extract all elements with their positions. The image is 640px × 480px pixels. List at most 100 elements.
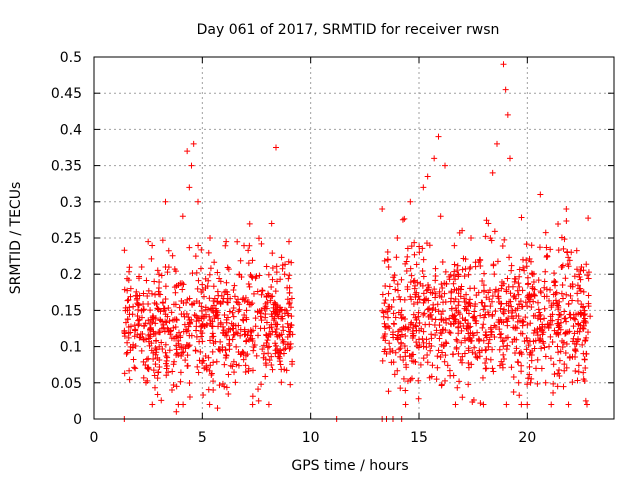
data-point bbox=[572, 348, 579, 355]
data-point bbox=[501, 306, 508, 313]
data-point bbox=[165, 247, 172, 254]
data-point bbox=[453, 336, 460, 343]
x-tick-label: 15 bbox=[410, 430, 428, 446]
data-point bbox=[525, 375, 532, 382]
data-point bbox=[580, 303, 587, 310]
data-point bbox=[256, 272, 263, 279]
data-point bbox=[553, 289, 560, 296]
data-point bbox=[412, 322, 419, 329]
data-point bbox=[392, 286, 399, 293]
data-point bbox=[550, 291, 557, 298]
data-point bbox=[537, 288, 544, 295]
data-point bbox=[266, 357, 273, 364]
data-point bbox=[242, 362, 249, 369]
data-point bbox=[410, 278, 417, 285]
data-point bbox=[234, 238, 241, 245]
data-point bbox=[397, 311, 404, 318]
data-point bbox=[492, 308, 499, 315]
data-point bbox=[506, 254, 513, 261]
data-point bbox=[419, 245, 426, 252]
data-point bbox=[258, 317, 265, 324]
y-axis-label: SRMTID / TECUs bbox=[8, 182, 24, 295]
data-point bbox=[559, 295, 566, 302]
data-point bbox=[199, 286, 206, 293]
data-point bbox=[561, 308, 568, 315]
data-point bbox=[487, 331, 494, 338]
data-point bbox=[496, 346, 503, 353]
data-point bbox=[563, 341, 570, 348]
data-point bbox=[480, 401, 487, 408]
data-point bbox=[397, 385, 404, 392]
data-point bbox=[188, 316, 195, 323]
data-point bbox=[244, 332, 251, 339]
data-point bbox=[572, 368, 579, 375]
data-point bbox=[134, 313, 141, 320]
data-point bbox=[489, 365, 496, 372]
data-point bbox=[420, 256, 427, 263]
data-point bbox=[394, 287, 401, 294]
data-point bbox=[264, 337, 271, 344]
data-point bbox=[583, 401, 590, 408]
data-point bbox=[495, 295, 502, 302]
data-point bbox=[195, 242, 202, 249]
data-point bbox=[426, 374, 433, 381]
data-point bbox=[521, 267, 528, 274]
data-point bbox=[413, 261, 420, 268]
data-point bbox=[144, 292, 151, 299]
data-point bbox=[500, 61, 507, 68]
data-point bbox=[546, 297, 553, 304]
data-point bbox=[553, 300, 560, 307]
data-point bbox=[385, 305, 392, 312]
data-point bbox=[231, 331, 238, 338]
data-point bbox=[518, 362, 525, 369]
data-point bbox=[209, 305, 216, 312]
data-point bbox=[246, 283, 253, 290]
data-point bbox=[448, 305, 455, 312]
data-point bbox=[408, 296, 415, 303]
data-point bbox=[278, 254, 285, 261]
data-point bbox=[143, 336, 149, 343]
data-point bbox=[482, 233, 489, 240]
data-point bbox=[379, 357, 386, 364]
data-point bbox=[576, 271, 583, 278]
data-point bbox=[126, 367, 133, 374]
data-point bbox=[125, 296, 132, 303]
data-point bbox=[185, 343, 192, 350]
data-point bbox=[534, 299, 541, 306]
data-point bbox=[479, 278, 486, 285]
data-point bbox=[411, 285, 418, 292]
data-point bbox=[585, 275, 592, 282]
data-point bbox=[226, 346, 233, 353]
data-point bbox=[140, 307, 147, 314]
data-point bbox=[491, 271, 498, 278]
data-point bbox=[510, 373, 517, 380]
data-point bbox=[426, 242, 433, 249]
data-point bbox=[158, 272, 165, 279]
data-point bbox=[482, 331, 489, 338]
data-point bbox=[480, 306, 487, 313]
data-point bbox=[168, 309, 175, 316]
data-point bbox=[437, 354, 444, 361]
data-point bbox=[159, 345, 166, 352]
data-point bbox=[426, 305, 433, 312]
data-point bbox=[414, 279, 421, 286]
data-point bbox=[196, 338, 203, 345]
data-point bbox=[122, 319, 129, 326]
data-point bbox=[277, 350, 284, 357]
data-point bbox=[512, 276, 519, 283]
data-point bbox=[411, 251, 418, 258]
data-point bbox=[414, 299, 421, 306]
data-point bbox=[432, 332, 439, 339]
data-point bbox=[518, 401, 525, 408]
data-point bbox=[555, 367, 562, 374]
data-point bbox=[565, 401, 572, 408]
data-point bbox=[198, 303, 205, 310]
data-point bbox=[210, 283, 217, 290]
data-point bbox=[202, 352, 209, 359]
data-point bbox=[179, 280, 186, 287]
data-point bbox=[392, 349, 399, 356]
data-point bbox=[441, 358, 448, 365]
data-point bbox=[481, 302, 488, 309]
data-point bbox=[131, 322, 138, 329]
data-point bbox=[585, 215, 592, 222]
